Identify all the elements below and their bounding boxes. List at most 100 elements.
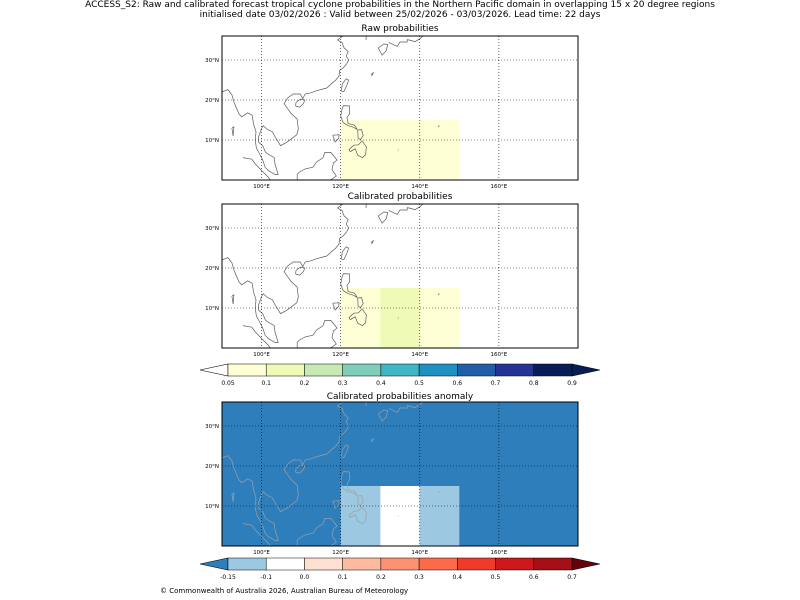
colorbar-tick-label: 0.1 bbox=[338, 574, 348, 581]
probability-region bbox=[419, 288, 460, 348]
coastline bbox=[222, 204, 349, 343]
longitude-tick-label: 100°E bbox=[253, 352, 270, 358]
latitude-tick-label: 30°N bbox=[205, 58, 219, 64]
colorbar-segment bbox=[380, 363, 420, 377]
coastline bbox=[377, 43, 389, 56]
latitude-tick-label: 30°N bbox=[205, 226, 219, 232]
longitude-tick-label: 160°E bbox=[491, 352, 508, 358]
colorbar-segment bbox=[418, 557, 458, 571]
latitude-tick-label: 10°N bbox=[205, 306, 219, 312]
coastline bbox=[437, 125, 440, 128]
longitude-tick-label: 120°E bbox=[332, 352, 349, 358]
coastline bbox=[340, 273, 358, 298]
latitude-tick-label: 30°N bbox=[205, 424, 219, 430]
colorbar-segment bbox=[495, 557, 535, 571]
coastline bbox=[377, 211, 389, 224]
coastline bbox=[231, 294, 235, 305]
coastline bbox=[388, 204, 424, 215]
coastline bbox=[437, 293, 440, 296]
colorbar-tick-label: 0.6 bbox=[529, 574, 539, 581]
coastline bbox=[348, 140, 367, 159]
colorbar-probabilities: 0.05 0.1 0.2 0.3 0.4 0.5 0.6 0.7 0.8 0.9 bbox=[199, 363, 601, 387]
coastline bbox=[371, 437, 375, 443]
colorbar-tick-label: 0.9 bbox=[567, 380, 577, 387]
colorbar-under-triangle bbox=[199, 363, 229, 377]
coastline bbox=[388, 36, 424, 47]
colorbar-segment bbox=[418, 363, 458, 377]
colorbar-tick-label: 0.5 bbox=[414, 380, 424, 387]
coastline bbox=[222, 402, 349, 541]
coastline bbox=[341, 444, 350, 458]
coastline bbox=[295, 98, 306, 108]
longitude-tick-label: 100°E bbox=[253, 550, 270, 556]
coastline bbox=[242, 325, 271, 348]
longitude-tick-label: 140°E bbox=[411, 184, 428, 190]
coastline bbox=[365, 402, 367, 407]
latitude-tick-label: 20°N bbox=[205, 266, 219, 272]
colorbar-segment bbox=[265, 363, 305, 377]
map-frame bbox=[221, 203, 579, 349]
coastline bbox=[341, 246, 350, 260]
colorbar-tick-label: 0.7 bbox=[567, 574, 577, 581]
coastline bbox=[332, 302, 340, 311]
colorbar-segment bbox=[304, 363, 343, 377]
coastline bbox=[341, 78, 350, 92]
colorbar-tick-label: 0.5 bbox=[491, 574, 501, 581]
longitude-tick-label: 120°E bbox=[332, 550, 349, 556]
coastline bbox=[365, 36, 367, 41]
colorbar-over-triangle bbox=[571, 363, 601, 377]
colorbar-over-triangle bbox=[571, 557, 601, 571]
coastline bbox=[231, 492, 235, 503]
longitude-tick-label: 140°E bbox=[411, 352, 428, 358]
colorbar-under-triangle bbox=[199, 557, 229, 571]
colorbar-tick-label: 0.2 bbox=[376, 574, 386, 581]
coastline bbox=[340, 105, 358, 130]
probability-region bbox=[380, 486, 420, 546]
colorbar-tick-label: 0.7 bbox=[491, 380, 501, 387]
colorbar-tick-label: 0.1 bbox=[261, 380, 271, 387]
colorbar-segment bbox=[457, 557, 496, 571]
map-frame bbox=[221, 401, 579, 547]
coastline bbox=[340, 471, 358, 496]
map-anomaly: 100°E 120°E 140°E 160°E 10°N 20°N 30°N bbox=[205, 401, 579, 556]
coastline bbox=[371, 239, 375, 245]
coastline bbox=[222, 36, 349, 175]
colorbar-segment bbox=[304, 557, 343, 571]
colorbar-tick-label: -0.15 bbox=[220, 574, 236, 581]
coastline bbox=[437, 491, 440, 494]
coastline bbox=[365, 204, 367, 209]
colorbar-tick-label: 0.3 bbox=[338, 380, 348, 387]
coastline bbox=[296, 152, 326, 180]
colorbar-segment bbox=[227, 363, 267, 377]
colorbar-tick-label: 0.6 bbox=[453, 380, 463, 387]
colorbar-tick-label: 0.4 bbox=[376, 380, 386, 387]
coastline bbox=[332, 500, 340, 509]
longitude-tick-label: 160°E bbox=[491, 550, 508, 556]
colorbar-segment bbox=[342, 557, 382, 571]
panel-title-anomaly: Calibrated probabilities anomaly bbox=[326, 392, 474, 402]
colorbar-tick-label: 0.0 bbox=[300, 574, 310, 581]
colorbar-segment bbox=[533, 557, 573, 571]
longitude-tick-label: 120°E bbox=[332, 184, 349, 190]
coastline bbox=[377, 409, 389, 422]
colorbar-segment bbox=[457, 363, 496, 377]
coastline bbox=[371, 71, 375, 77]
colorbar-segment bbox=[342, 363, 382, 377]
coastline bbox=[324, 152, 338, 180]
copyright-footer: © Commonwealth of Australia 2026, Austra… bbox=[160, 587, 409, 595]
map-frame bbox=[221, 35, 579, 181]
colorbar-tick-label: 0.2 bbox=[300, 380, 310, 387]
coastline bbox=[348, 506, 367, 525]
map-raw: 100°E 120°E 140°E 160°E 10°N 20°N 30°N bbox=[205, 35, 579, 190]
latitude-tick-label: 10°N bbox=[205, 138, 219, 144]
coastline bbox=[295, 266, 306, 276]
probability-region bbox=[340, 486, 381, 546]
panel-title-calibrated: Calibrated probabilities bbox=[347, 192, 453, 202]
colorbar-segment bbox=[495, 363, 535, 377]
coastline bbox=[357, 129, 364, 141]
coastline bbox=[388, 402, 424, 413]
colorbar-tick-label: 0.05 bbox=[221, 380, 235, 387]
coastline bbox=[357, 495, 364, 507]
colorbar-anomaly: -0.15 -0.1 0.0 0.1 0.2 0.3 0.4 0.5 0.6 0.7 bbox=[199, 557, 601, 581]
latitude-tick-label: 20°N bbox=[205, 464, 219, 470]
